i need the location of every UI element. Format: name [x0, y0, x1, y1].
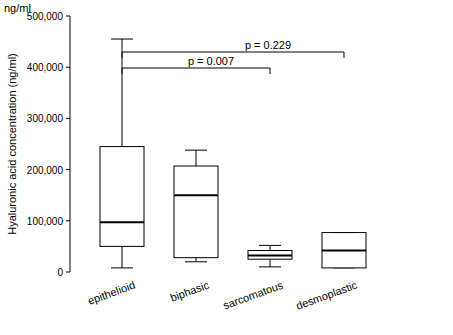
box	[100, 147, 144, 247]
lower-whisker	[270, 259, 271, 267]
y-tick	[66, 220, 70, 221]
p-value: p = 0.007	[188, 55, 234, 67]
y-tick-label: 300,000	[27, 113, 64, 124]
y-tick-label: 100,000	[27, 216, 64, 227]
y-tick-label: 500,000	[27, 11, 64, 22]
y-tick	[66, 118, 70, 119]
x-tick-label: biphasic	[169, 278, 211, 303]
plot-area	[100, 39, 366, 268]
box	[248, 250, 292, 259]
whisker-cap	[111, 39, 133, 40]
y-tick	[66, 67, 70, 68]
chart: ng/mlHyaluronic acid concentration (ng/m…	[0, 0, 453, 335]
lower-whisker	[122, 246, 123, 268]
y-axis-label: Hyaluronic acid concentration (ng/ml)	[6, 53, 18, 235]
whisker-cap	[259, 266, 281, 267]
x-tick-label: sarcomatous	[221, 278, 285, 311]
y-tick-label: 200,000	[27, 165, 64, 176]
y-tick-label: 0	[57, 267, 63, 278]
y-tick-label: 400,000	[27, 62, 64, 73]
p-value: p = 0.229	[245, 39, 291, 51]
y-tick	[66, 16, 70, 17]
median	[248, 255, 292, 257]
y-tick	[66, 272, 70, 273]
median	[174, 194, 218, 196]
whisker-cap	[185, 150, 207, 151]
median	[100, 221, 144, 223]
whisker-cap	[111, 267, 133, 268]
box	[174, 166, 218, 258]
x-tick-label: desmoplastic	[294, 278, 359, 311]
lower-whisker	[196, 258, 197, 262]
upper-whisker	[270, 245, 271, 250]
whisker-cap	[259, 245, 281, 246]
box	[322, 233, 366, 268]
y-tick	[66, 169, 70, 170]
median	[322, 249, 366, 251]
upper-whisker	[196, 150, 197, 166]
significance-bracket	[122, 68, 270, 74]
y-axis	[70, 16, 71, 272]
x-tick-label: epithelioid	[86, 279, 137, 307]
whisker-cap	[185, 261, 207, 262]
